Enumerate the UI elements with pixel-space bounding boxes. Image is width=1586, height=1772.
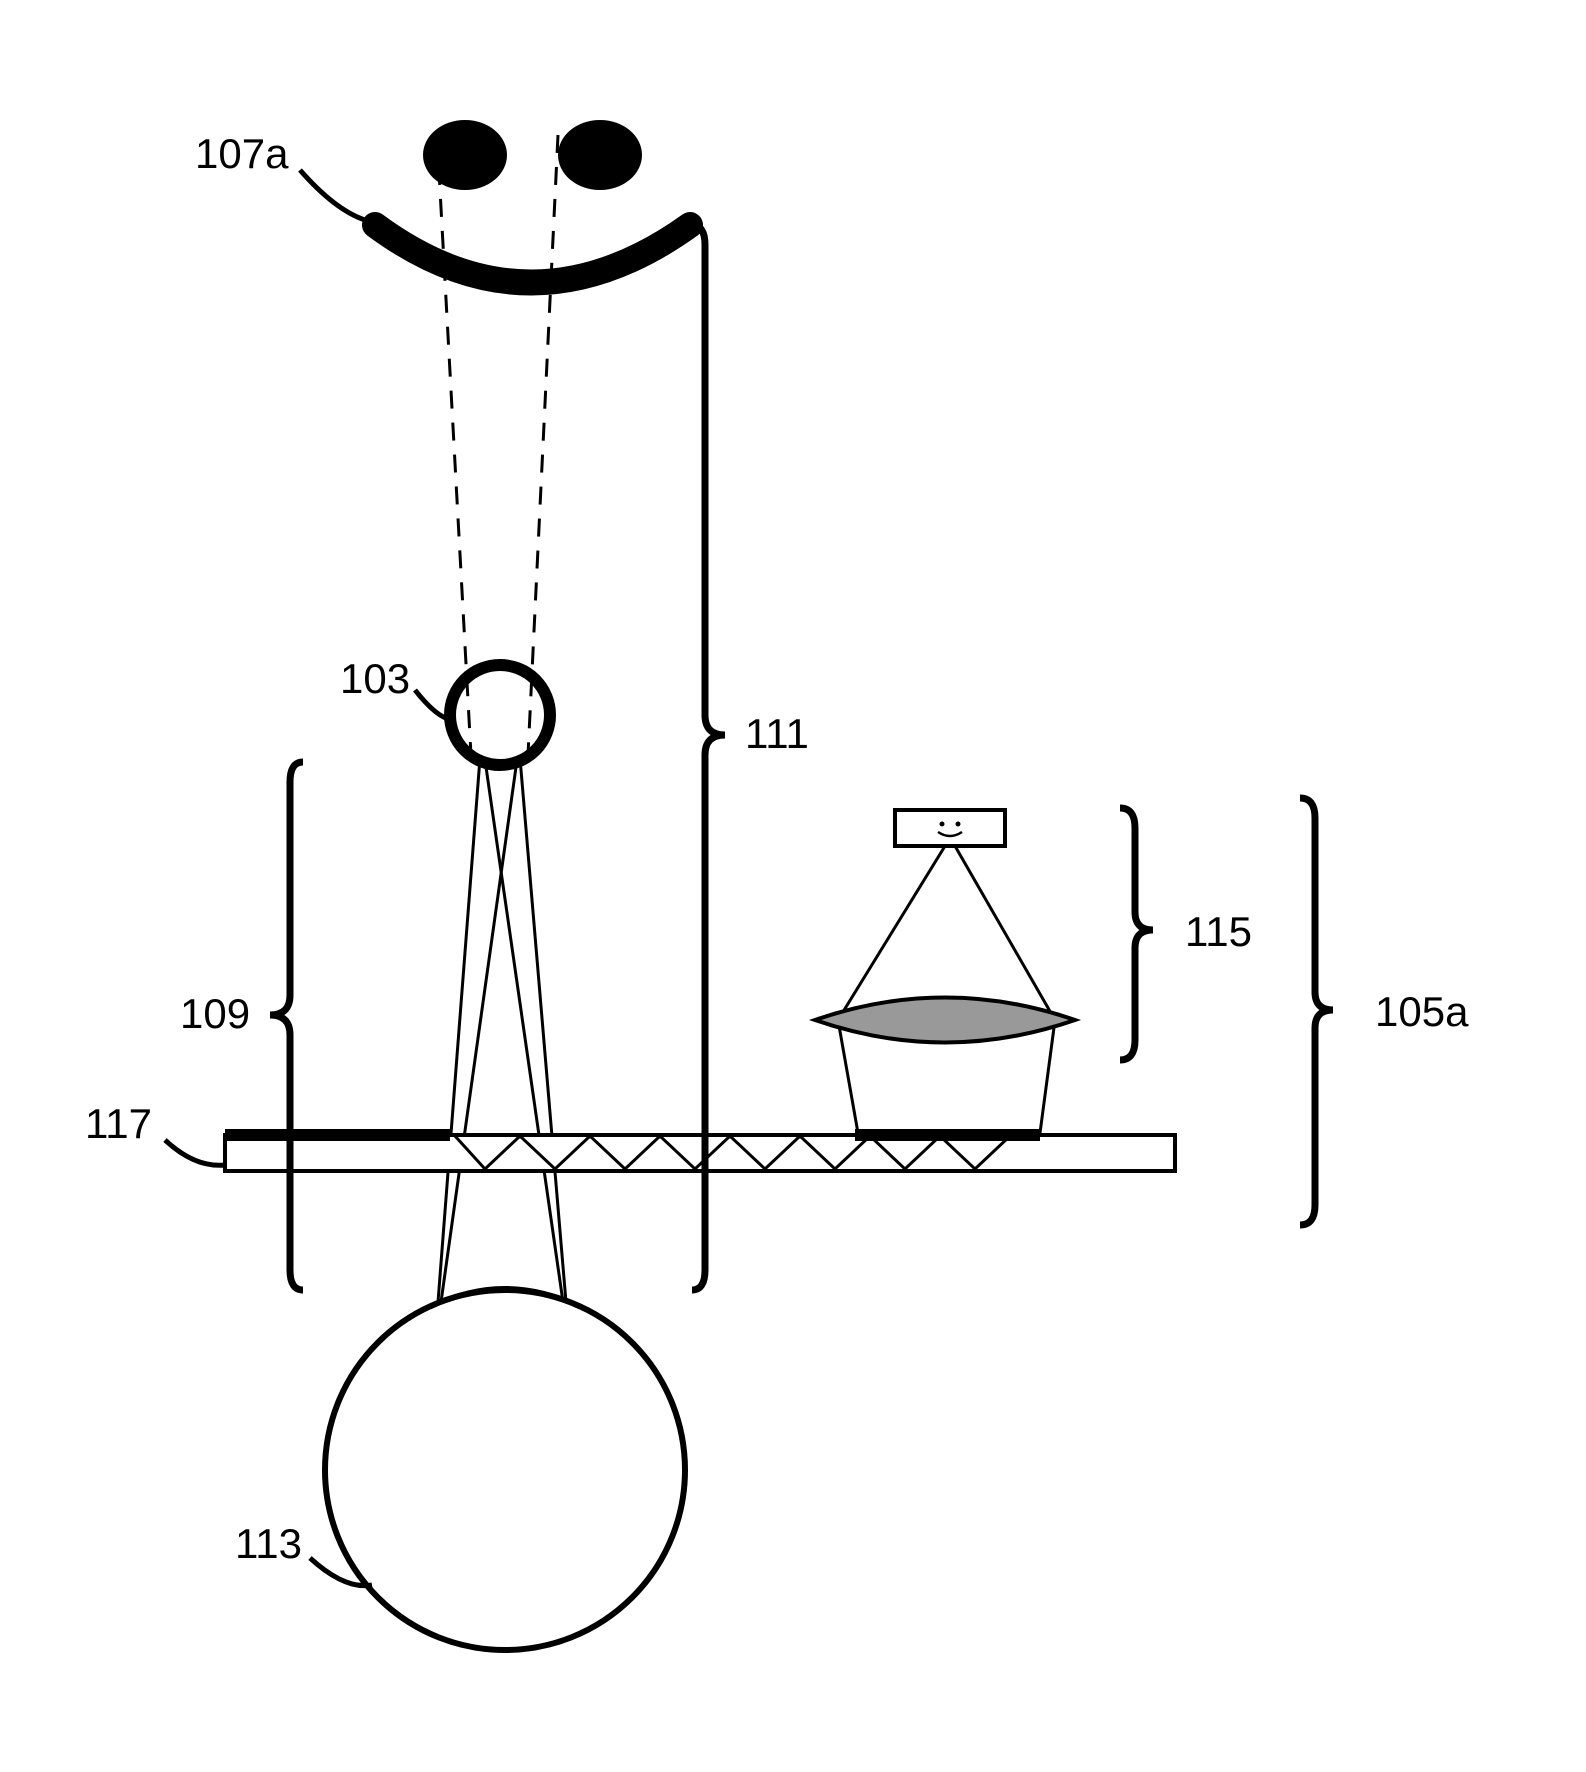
micro-display [895,810,1005,846]
label-109: 109 [180,990,250,1038]
ray-aperture-eye-3 [441,760,517,1302]
bracket-111 [692,225,725,1290]
ray-aperture-eye-1 [438,758,480,1302]
leader-107a [300,170,365,220]
bracket-105a [1300,798,1333,1225]
ray-lens-wg-1 [838,1020,858,1133]
ray-aperture-eye-4 [520,758,566,1302]
ray-disp-lens-2 [955,846,1055,1020]
bracket-109 [270,762,303,1290]
label-117: 117 [85,1100,152,1148]
ray-lens-wg-2 [1040,1020,1055,1133]
micro-display-eye-left [940,822,945,827]
leader-117 [165,1140,225,1165]
face-right-eye [558,120,642,190]
label-103: 103 [340,655,410,703]
aperture-circle [450,665,550,765]
micro-display-eye-right [956,822,961,827]
dashed-ray-right [528,135,558,755]
projection-lens [815,998,1075,1043]
face-smile [375,225,690,283]
label-107a: 107a [195,130,288,178]
eye-ball [325,1290,685,1650]
label-111: 111 [745,710,809,758]
face-left-eye [423,120,507,190]
label-105a: 105a [1375,988,1468,1036]
bracket-115 [1120,808,1153,1060]
ray-aperture-eye-2 [485,760,563,1302]
diagram-container: 107a 103 109 111 115 105a 117 113 [0,0,1586,1772]
label-113: 113 [235,1520,302,1568]
ray-disp-lens-1 [838,846,945,1020]
label-115: 115 [1185,908,1252,956]
dashed-ray-left [437,135,471,755]
diagram-svg [0,0,1586,1772]
